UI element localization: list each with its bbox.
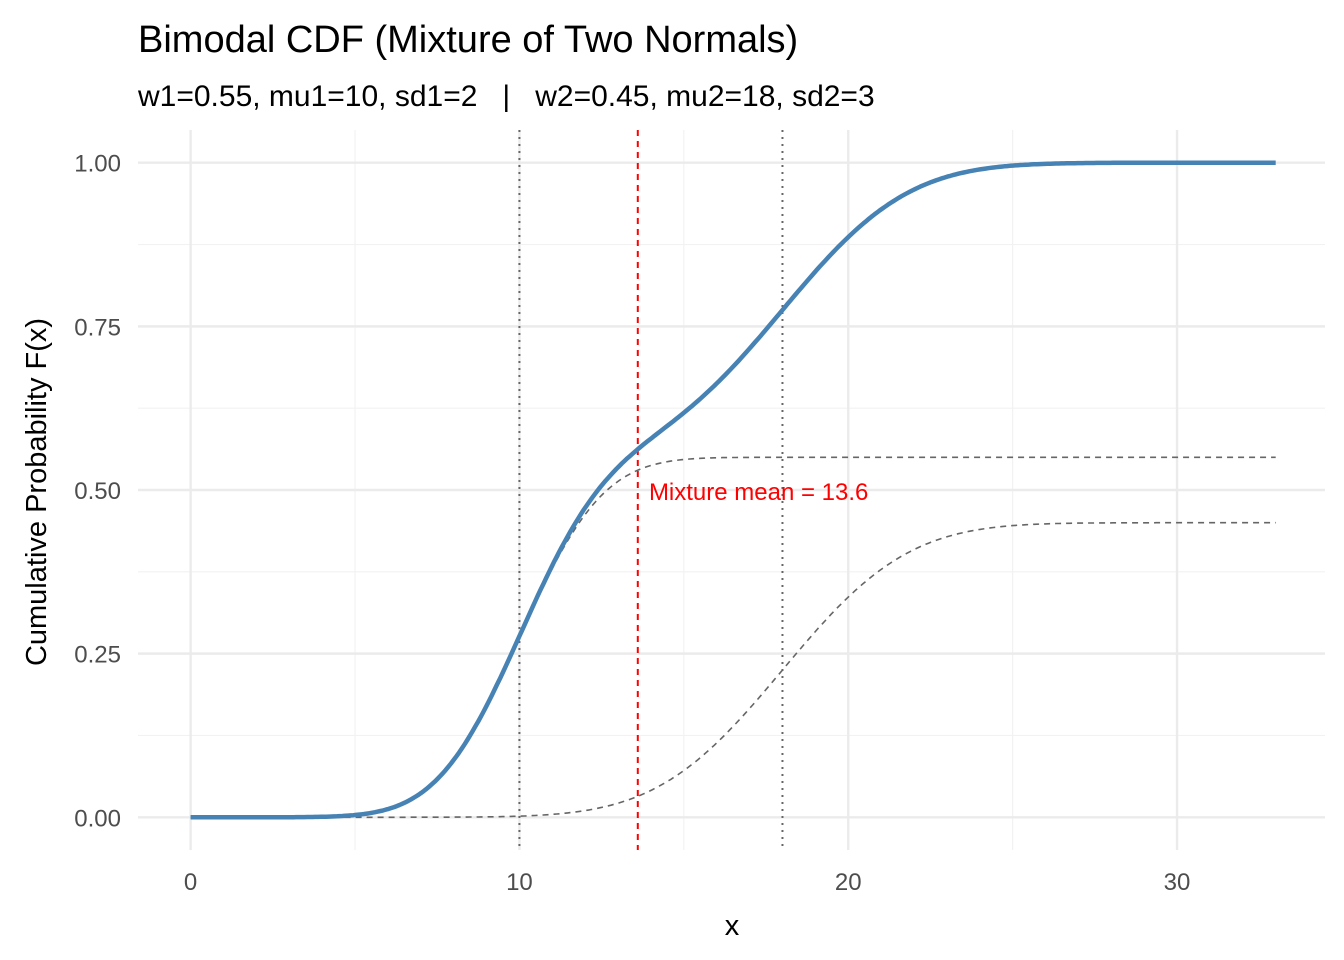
- chart-title: Bimodal CDF (Mixture of Two Normals): [138, 19, 798, 61]
- component-cdf-line: [190, 456, 1276, 819]
- x-tick-label: 30: [1164, 869, 1191, 896]
- y-axis-title: Cumulative Probability F(x): [21, 318, 53, 666]
- mixture-cdf-line: [190, 160, 1276, 820]
- tick-labels: 0 10 20 30 0.00 0.25 0.50 0.75 1.00: [74, 151, 1190, 896]
- y-tick-label: 0.50: [74, 478, 121, 505]
- x-axis-title: x: [725, 910, 740, 942]
- reference-lines: [518, 130, 784, 850]
- mixture-mean-annotation: Mixture mean = 13.6: [649, 479, 868, 506]
- x-tick-label: 20: [835, 869, 862, 896]
- y-tick-label: 0.00: [74, 805, 121, 832]
- chart-subtitle: w1=0.55, mu1=10, sd1=2 | w2=0.45, mu2=18…: [137, 80, 875, 113]
- x-tick-label: 0: [184, 869, 197, 896]
- x-tick-label: 10: [506, 869, 533, 896]
- component-cdf-line: [190, 521, 1276, 819]
- y-tick-label: 1.00: [74, 151, 121, 178]
- series-lines: [190, 160, 1276, 820]
- y-tick-label: 0.25: [74, 642, 121, 669]
- y-tick-label: 0.75: [74, 314, 121, 341]
